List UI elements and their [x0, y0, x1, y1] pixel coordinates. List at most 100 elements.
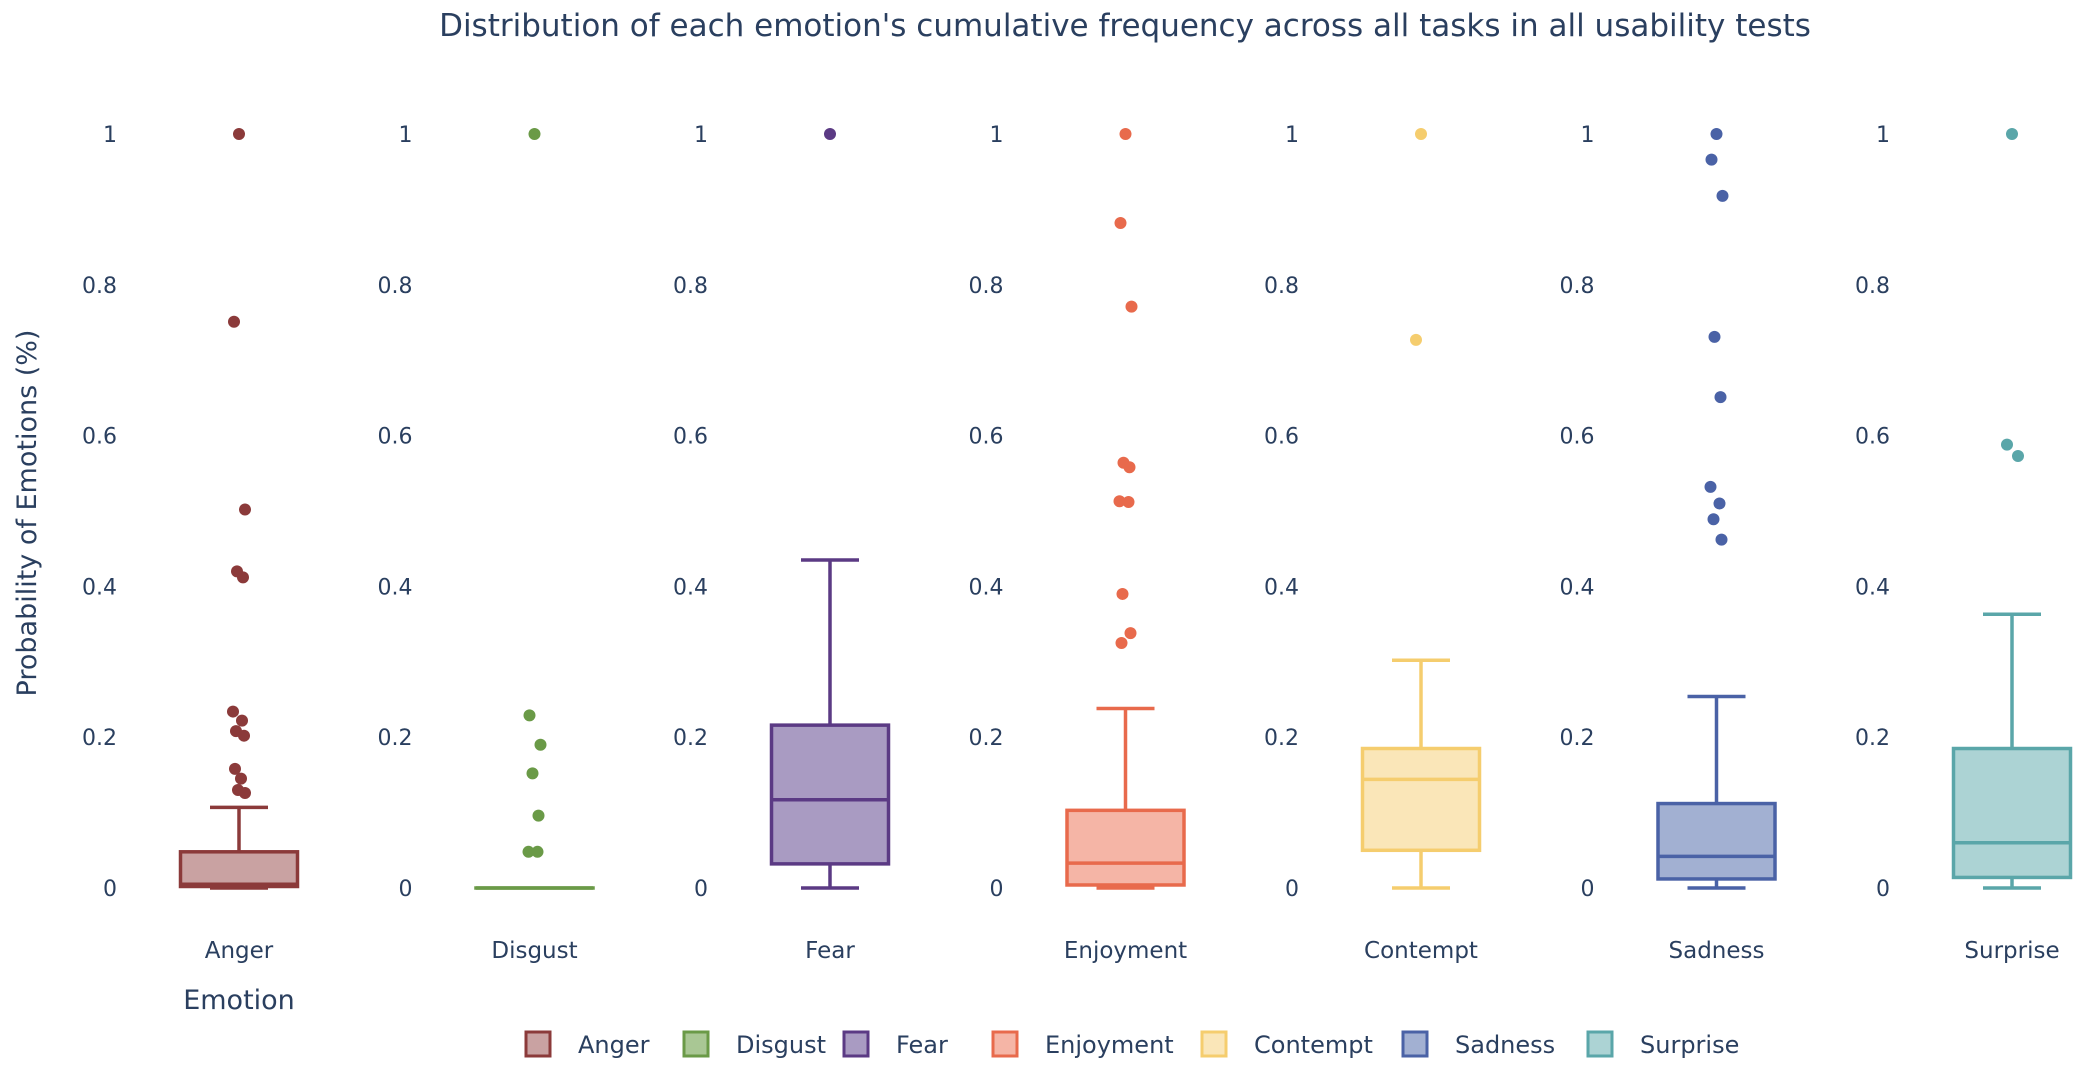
y-tick-label: 0.8 [673, 274, 708, 299]
outlier-point-enjoyment [1124, 627, 1137, 640]
outlier-point-enjoyment [1113, 495, 1126, 508]
y-tick-label: 1 [1581, 123, 1595, 148]
outlier-point-contempt [1415, 128, 1427, 140]
y-tick-label: 0 [694, 877, 708, 902]
box-panel-sadness: 0 0.2 0.4 0.6 0.8 1 Sadness [1560, 123, 1777, 964]
outlier-point-enjoyment [1122, 495, 1135, 508]
legend-swatch-sadness [1401, 1030, 1429, 1058]
outlier-point-disgust [532, 809, 545, 822]
y-tick-label: 1 [103, 123, 117, 148]
category-label-anger: Anger [205, 938, 274, 964]
y-tick-label: 0.6 [1855, 425, 1890, 450]
y-tick-label: 0.8 [82, 274, 117, 299]
category-label-fear: Fear [805, 938, 855, 964]
legend-swatch-disgust [682, 1030, 710, 1058]
legend-label-disgust: Disgust [736, 1031, 826, 1059]
y-tick-label: 0.6 [1264, 425, 1299, 450]
legend-item-fear[interactable]: Fear [842, 1030, 948, 1059]
box-panel-enjoyment: 0 0.2 0.4 0.6 0.8 1 Enjoyment [969, 123, 1188, 964]
y-tick-label: 1 [399, 123, 413, 148]
category-label-sadness: Sadness [1669, 938, 1765, 964]
y-tick-label: 0.6 [378, 425, 413, 450]
category-label-surprise: Surprise [1964, 938, 2059, 964]
category-label-disgust: Disgust [491, 938, 577, 964]
chart-legend: Anger Disgust Fear Enjoyment Contempt Sadness… [524, 1030, 1739, 1059]
y-tick-label: 1 [694, 123, 708, 148]
legend-swatch-anger [524, 1030, 552, 1058]
y-tick-label: 0.4 [1560, 575, 1595, 600]
y-tick-label: 0 [103, 877, 117, 902]
outlier-point-anger [235, 772, 247, 785]
y-tick-label: 0.2 [82, 726, 117, 751]
outlier-point-sadness [1715, 533, 1728, 546]
legend-label-anger: Anger [578, 1031, 650, 1059]
legend-item-sadness[interactable]: Sadness [1401, 1030, 1555, 1059]
outlier-point-enjoyment [1115, 636, 1128, 649]
legend-item-contempt[interactable]: Contempt [1200, 1030, 1373, 1059]
chart-title: Distribution of each emotion's cumulativ… [439, 8, 1811, 44]
y-tick-label: 0.2 [378, 726, 413, 751]
outlier-point-anger [229, 762, 241, 775]
outlier-point-anger [239, 503, 251, 516]
y-tick-label: 0.8 [378, 274, 413, 299]
y-tick-label: 0 [1581, 877, 1595, 902]
legend-item-anger[interactable]: Anger [524, 1030, 650, 1059]
outlier-point-enjoyment [1123, 461, 1136, 474]
y-axis-title: Probability of Emotions (%) [12, 330, 43, 697]
outlier-point-anger [236, 714, 248, 727]
outlier-point-anger [238, 729, 250, 742]
outlier-point-fear [824, 128, 836, 140]
box-iqr-surprise [1951, 746, 2073, 880]
box-iqr-enjoyment [1065, 808, 1186, 887]
outlier-point-anger [237, 571, 249, 584]
box-iqr-fear [769, 723, 891, 866]
legend-label-sadness: Sadness [1455, 1031, 1555, 1059]
y-tick-label: 0.8 [969, 274, 1004, 299]
category-label-contempt: Contempt [1364, 938, 1478, 964]
outlier-point-sadness [1708, 330, 1721, 343]
y-tick-label: 0.8 [1264, 274, 1299, 299]
y-tick-label: 0.4 [378, 575, 413, 600]
outlier-point-enjoyment [1114, 216, 1127, 229]
y-tick-label: 0.6 [969, 425, 1004, 450]
outlier-point-disgust [522, 845, 535, 858]
box-iqr-anger [178, 850, 300, 889]
legend-label-surprise: Surprise [1640, 1031, 1739, 1059]
outlier-point-sadness [1707, 513, 1720, 526]
legend-label-contempt: Contempt [1254, 1031, 1373, 1059]
outlier-point-sadness [1714, 391, 1727, 404]
legend-swatch-surprise [1586, 1030, 1614, 1058]
chart-panels: 0 0.2 0.4 0.6 0.8 1 Anger 0 0.2 0.4 0.6 0.8 1 Disgust… [82, 123, 2073, 964]
y-tick-label: 0.4 [1264, 575, 1299, 600]
y-tick-label: 0.2 [1855, 726, 1890, 751]
outlier-point-surprise [2012, 449, 2024, 462]
y-tick-label: 0.4 [969, 575, 1004, 600]
outlier-point-surprise [2001, 438, 2013, 451]
legend-swatch-fear [842, 1030, 870, 1058]
x-axis-title: Emotion [183, 985, 295, 1016]
legend-item-surprise[interactable]: Surprise [1586, 1030, 1739, 1059]
y-tick-label: 0 [1285, 877, 1299, 902]
box-iqr-sadness [1656, 801, 1777, 881]
outlier-point-sadness [1710, 128, 1723, 140]
outlier-point-anger [239, 786, 251, 799]
outlier-point-anger [228, 315, 240, 328]
box-panel-contempt: 0 0.2 0.4 0.6 0.8 1 Contempt [1264, 123, 1482, 964]
outlier-point-sadness [1713, 497, 1726, 510]
outlier-point-disgust [523, 709, 536, 722]
outlier-point-anger [227, 705, 239, 718]
legend-label-enjoyment: Enjoyment [1045, 1031, 1174, 1059]
legend-item-disgust[interactable]: Disgust [682, 1030, 826, 1059]
y-tick-label: 0 [990, 877, 1004, 902]
legend-label-fear: Fear [896, 1031, 948, 1059]
y-tick-label: 1 [990, 123, 1004, 148]
legend-item-enjoyment[interactable]: Enjoyment [991, 1030, 1174, 1059]
box-panel-anger: 0 0.2 0.4 0.6 0.8 1 Anger [82, 123, 300, 964]
outlier-point-disgust [526, 767, 539, 780]
y-tick-label: 0.6 [82, 425, 117, 450]
y-tick-label: 0.8 [1560, 274, 1595, 299]
y-tick-label: 0.4 [673, 575, 708, 600]
y-tick-label: 0 [399, 877, 413, 902]
outlier-point-disgust [534, 738, 547, 751]
